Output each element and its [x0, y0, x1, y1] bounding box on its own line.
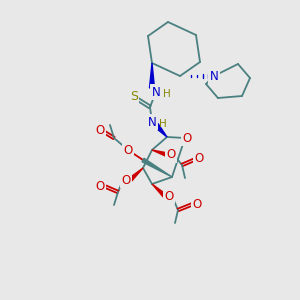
Text: N: N — [152, 85, 160, 98]
Text: N: N — [210, 70, 218, 83]
Text: N: N — [148, 116, 156, 128]
Polygon shape — [129, 168, 143, 182]
Text: S: S — [130, 91, 138, 103]
Polygon shape — [149, 63, 154, 88]
Polygon shape — [154, 123, 167, 137]
Polygon shape — [142, 158, 172, 177]
Text: O: O — [95, 124, 105, 136]
Text: O: O — [164, 190, 174, 202]
Polygon shape — [152, 184, 166, 197]
Polygon shape — [152, 150, 169, 157]
Text: O: O — [194, 152, 204, 166]
Text: O: O — [167, 148, 176, 161]
Text: O: O — [182, 131, 192, 145]
Text: O: O — [192, 197, 202, 211]
Text: O: O — [123, 143, 133, 157]
Text: H: H — [163, 89, 171, 99]
Text: O: O — [95, 179, 105, 193]
Text: H: H — [159, 119, 167, 129]
Text: O: O — [122, 173, 130, 187]
